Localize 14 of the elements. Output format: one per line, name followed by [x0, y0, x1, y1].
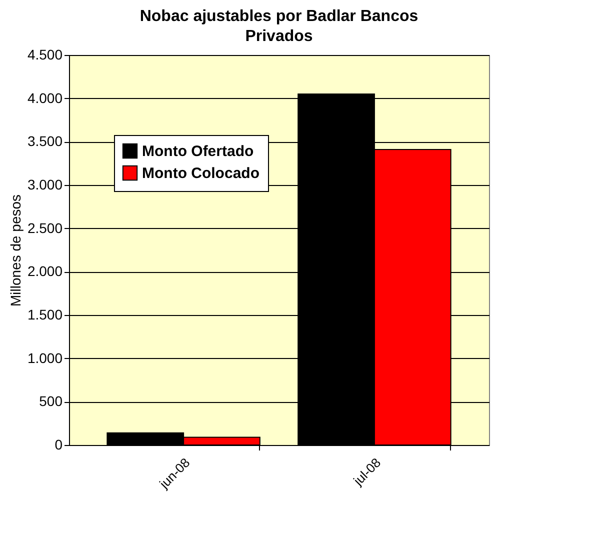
legend-label: Monto Ofertado — [142, 143, 254, 160]
y-tick-label: 4.000 — [27, 90, 63, 106]
legend-label: Monto Colocado — [142, 165, 260, 182]
chart-title: Nobac ajustables por Badlar Bancos Privados — [140, 8, 418, 45]
y-tick-label: 1.000 — [27, 350, 63, 366]
y-tick-label: 1.500 — [27, 306, 63, 322]
y-tick-label: 2.500 — [27, 220, 63, 236]
y-tick-label: 500 — [39, 393, 63, 410]
y-tick-label: 3.000 — [27, 176, 63, 192]
y-tick-label: 0 — [54, 436, 63, 452]
y-tick-label: 2.000 — [27, 263, 63, 280]
y-axis-title: Millones de pesos — [7, 194, 24, 307]
y-tick-label: 3.500 — [27, 133, 63, 150]
y-tick-label: 4.500 — [27, 46, 63, 62]
